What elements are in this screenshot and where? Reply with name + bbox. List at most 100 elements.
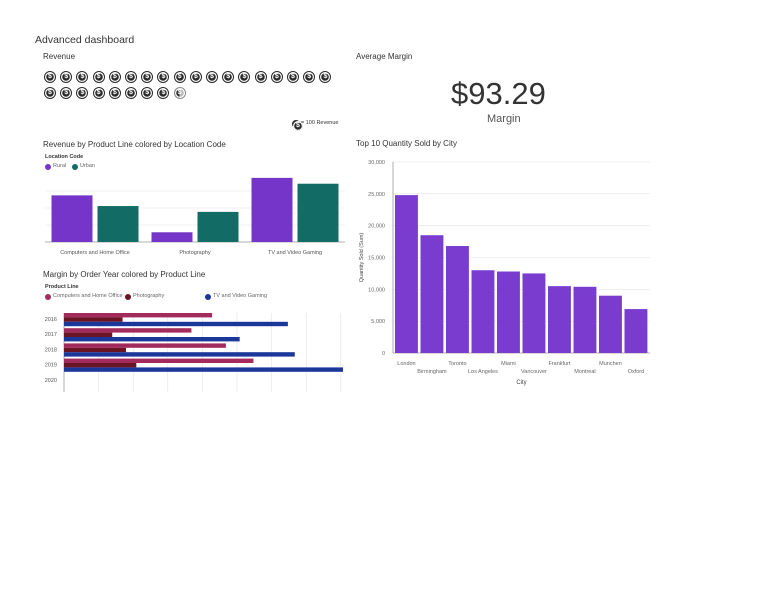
- margin-by-order-year-title: Margin by Order Year colored by Product …: [43, 270, 206, 279]
- location-code-legend-title: Location Code: [45, 154, 84, 160]
- product-line-legend: Computers and Home Office Photography TV…: [45, 293, 345, 301]
- dollar-coin-icon: [108, 71, 121, 83]
- bar-vancouver[interactable]: [522, 273, 546, 353]
- dollar-coin-icon: [287, 71, 299, 83]
- dollar-coin-icon: [60, 87, 73, 99]
- bar-1-2017[interactable]: [64, 332, 113, 337]
- bar-2-2017[interactable]: [64, 337, 240, 342]
- product-line-legend-title: Product Line: [45, 284, 79, 290]
- dollar-coin-icon: [206, 71, 218, 83]
- bar-miami[interactable]: [497, 271, 520, 353]
- legend-label-photography[interactable]: Photography: [133, 293, 165, 299]
- bar-0-2017[interactable]: [64, 328, 192, 333]
- bar-0-2016[interactable]: [64, 313, 213, 318]
- bar-2-2019[interactable]: [64, 367, 343, 372]
- dollar-coin-icon: [60, 71, 73, 83]
- bar-0-2018[interactable]: [64, 343, 226, 348]
- margin-by-order-year-chart: 2016 2017 2018 2019 2020: [45, 313, 343, 392]
- bar-london[interactable]: [395, 195, 418, 353]
- legend-label-rural[interactable]: Rural: [53, 163, 67, 169]
- dollar-coin-icon: [319, 71, 332, 83]
- bar-urban-0[interactable]: [97, 206, 139, 242]
- bar-2-2018[interactable]: [64, 352, 295, 357]
- bar-oxford[interactable]: [624, 309, 648, 353]
- y-tick-label: 0: [382, 351, 385, 357]
- x-tick-label: Oxford: [628, 369, 645, 375]
- x-tick-label: Computers and Home Office: [60, 250, 130, 256]
- dollar-coin-icon: [173, 71, 186, 83]
- dollar-coin-icon: [141, 87, 154, 99]
- dollar-coin-icon: [141, 71, 154, 83]
- bar-urban-1[interactable]: [197, 211, 239, 242]
- y-tick-label: 10,000: [368, 287, 385, 293]
- legend-swatch-rural: [45, 164, 51, 170]
- bar-rural-1[interactable]: [151, 232, 193, 242]
- x-tick-label: Los Angeles: [468, 369, 498, 375]
- revenue-widget[interactable]: Revenue = 100 Revenue: [43, 52, 343, 132]
- dollar-coin-icon: [157, 71, 170, 83]
- bar-0-2019[interactable]: [64, 358, 254, 363]
- y-tick-label: 2019: [45, 363, 57, 369]
- bar-munchen[interactable]: [599, 295, 622, 353]
- x-tick-label: Montreal: [574, 369, 595, 375]
- dollar-coin-icon: [270, 71, 283, 83]
- revenue-by-product-line-title: Revenue by Product Line colored by Locat…: [43, 140, 226, 149]
- x-tick-label: TV and Video Gaming: [268, 250, 322, 256]
- bar-rural-2[interactable]: [251, 177, 293, 242]
- x-tick-label: Birmingham: [417, 369, 447, 375]
- dollar-coin-icon: [254, 71, 267, 83]
- y-tick-label: 20,000: [368, 224, 385, 230]
- x-tick-label: Frankfurt: [548, 361, 570, 367]
- legend-label-tv[interactable]: TV and Video Gaming: [213, 293, 268, 299]
- x-tick-label: Vancouver: [521, 369, 547, 375]
- revenue-by-product-line-widget[interactable]: Revenue by Product Line colored by Locat…: [43, 140, 348, 265]
- revenue-legend-label: = 100 Revenue: [301, 120, 339, 126]
- legend-swatch-tv: [205, 294, 211, 300]
- bar-urban-2[interactable]: [297, 183, 339, 242]
- bar-frankfurt[interactable]: [548, 286, 571, 353]
- legend-swatch-urban: [72, 164, 78, 170]
- x-axis-label: City: [516, 380, 526, 386]
- bar-1-2016[interactable]: [64, 317, 123, 322]
- top10-quantity-by-city-widget[interactable]: Top 10 Quantity Sold by City 0 5,000 10,00…: [355, 139, 655, 389]
- bar-rural-0[interactable]: [51, 195, 93, 242]
- average-margin-title: Average Margin: [356, 52, 413, 61]
- bar-1-2019[interactable]: [64, 363, 137, 368]
- x-tick-label: Photography: [179, 250, 210, 256]
- dollar-coin-icon: [44, 87, 56, 99]
- average-margin-label: Margin: [487, 113, 521, 125]
- dollar-coin-icon: [238, 71, 251, 83]
- revenue-legend: = 100 Revenue: [292, 119, 352, 131]
- bar-los-angeles[interactable]: [471, 270, 495, 353]
- margin-by-order-year-widget[interactable]: Margin by Order Year colored by Product …: [43, 270, 348, 395]
- x-tick-label: Miami: [501, 361, 516, 367]
- dollar-coin-icon: [222, 71, 235, 83]
- dollar-coin-icon: [157, 87, 170, 99]
- legend-swatch-computers: [45, 294, 51, 300]
- bar-birmingham[interactable]: [420, 235, 444, 353]
- y-tick-label: 2016: [45, 317, 57, 323]
- bar-2-2016[interactable]: [64, 321, 288, 327]
- dollar-coin-icon: [125, 87, 137, 99]
- revenue-by-product-line-chart: Computers and Home Office Photography TV a…: [45, 177, 345, 256]
- legend-label-computers[interactable]: Computers and Home Office: [53, 293, 123, 299]
- x-tick-label: Toronto: [448, 361, 466, 367]
- legend-label-urban[interactable]: Urban: [80, 163, 95, 169]
- revenue-pictograph: [44, 71, 344, 105]
- y-tick-label: 2018: [45, 347, 57, 353]
- bar-toronto[interactable]: [446, 246, 469, 353]
- y-tick-label: 5,000: [371, 319, 385, 325]
- bar-montreal[interactable]: [573, 286, 597, 353]
- dollar-coin-icon: [125, 71, 137, 83]
- dollar-coin-icon: [108, 87, 121, 99]
- top10-quantity-by-city-title: Top 10 Quantity Sold by City: [356, 139, 457, 148]
- dollar-coin-icon: [92, 87, 105, 99]
- legend-swatch-photography: [125, 294, 131, 300]
- bar-1-2018[interactable]: [64, 347, 126, 353]
- top10-quantity-by-city-chart: 0 5,000 10,000 15,000 20,000 25,000 30,000 Lond…: [359, 160, 650, 386]
- average-margin-widget[interactable]: Average Margin $93.29 Margin: [356, 52, 656, 132]
- y-tick-label: 2020: [45, 378, 57, 384]
- dollar-coin-icon: [292, 120, 303, 131]
- dollar-coin-icon: [173, 87, 186, 99]
- location-code-legend: Rural Urban: [45, 163, 245, 171]
